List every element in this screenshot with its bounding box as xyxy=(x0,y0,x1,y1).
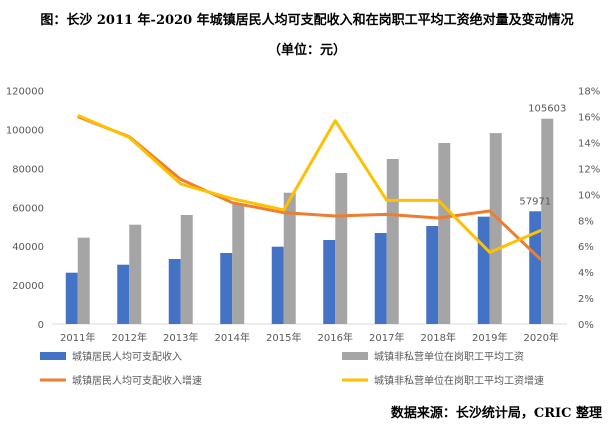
y-right-tick-label: 18% xyxy=(578,87,600,98)
bar-income xyxy=(477,216,490,324)
legend-label: 城镇非私营单位在岗职工平均工资 xyxy=(374,350,524,363)
bar-wage xyxy=(283,192,296,324)
legend-label: 城镇居民人均可支配收入 xyxy=(72,350,182,363)
legend-swatch xyxy=(342,352,368,360)
y-right-tick-label: 14% xyxy=(578,139,600,150)
x-tick-label: 2015年 xyxy=(266,331,301,344)
legend-swatch xyxy=(40,352,66,360)
combo-chart: 0 20000 40000 60000 80000 100000 120000 0% 2% 4% 6… xyxy=(6,87,600,387)
bar-income xyxy=(426,226,439,324)
y-right-tick-label: 0% xyxy=(578,320,594,331)
bar-wage xyxy=(335,172,348,324)
source-note: 数据来源：长沙统计局，CRIC 整理 xyxy=(390,406,602,421)
x-tick-label: 2011年 xyxy=(60,331,95,344)
bar-income xyxy=(529,211,542,324)
y-right-tick-label: 8% xyxy=(578,216,594,227)
chart-title: 图：长沙 2011 年-2020 年城镇居民人均可支配收入和在岗职工平均工资绝对… xyxy=(40,13,574,28)
bar-income xyxy=(271,246,284,324)
y-right-tick-label: 16% xyxy=(578,113,600,124)
bar-wage xyxy=(541,118,554,324)
y-right-tick-label: 4% xyxy=(578,268,594,279)
y-left-tick-label: 80000 xyxy=(12,164,44,175)
x-tick-label: 2016年 xyxy=(318,331,353,344)
legend-label: 城镇居民人均可支配收入增速 xyxy=(72,374,202,387)
bar-wage xyxy=(77,237,90,324)
y-right-tick-label: 2% xyxy=(578,294,594,305)
y-left-tick-label: 100000 xyxy=(6,126,44,137)
bar-wage xyxy=(180,214,193,324)
x-tick-label: 2019年 xyxy=(472,331,507,344)
bar-income xyxy=(117,264,130,324)
bar-wage xyxy=(489,133,502,324)
chart-subtitle: （单位：元） xyxy=(267,43,346,58)
x-tick-label: 2013年 xyxy=(163,331,198,344)
line-wage-growth xyxy=(77,113,542,254)
line-income-growth xyxy=(77,115,543,262)
bar-wage xyxy=(438,142,451,324)
bar-income xyxy=(220,252,233,324)
data-label: 57971 xyxy=(519,196,551,207)
bar-wage xyxy=(232,203,245,324)
data-label: 105603 xyxy=(528,104,566,115)
y-left-tick-label: 60000 xyxy=(12,203,44,214)
y-right-tick-label: 12% xyxy=(578,164,600,175)
x-tick-label: 2012年 xyxy=(112,331,147,344)
y-left-tick-label: 20000 xyxy=(12,281,44,292)
bar-wage xyxy=(386,158,399,324)
bar-income xyxy=(65,272,78,324)
bar-income xyxy=(168,259,181,324)
y-left-tick-label: 120000 xyxy=(6,87,44,98)
bar-income xyxy=(323,240,336,324)
y-left-tick-label: 40000 xyxy=(12,242,44,253)
y-right-tick-label: 6% xyxy=(578,242,594,253)
x-tick-label: 2017年 xyxy=(369,331,404,344)
bar-income xyxy=(374,233,387,324)
x-tick-label: 2014年 xyxy=(215,331,250,344)
y-right-tick-label: 10% xyxy=(578,190,600,201)
x-tick-label: 2020年 xyxy=(524,331,559,344)
legend-label: 城镇非私营单位在岗职工平均工资增速 xyxy=(374,374,544,387)
x-tick-label: 2018年 xyxy=(421,331,456,344)
bar-wage xyxy=(129,224,142,324)
y-left-tick-label: 0 xyxy=(38,320,44,331)
